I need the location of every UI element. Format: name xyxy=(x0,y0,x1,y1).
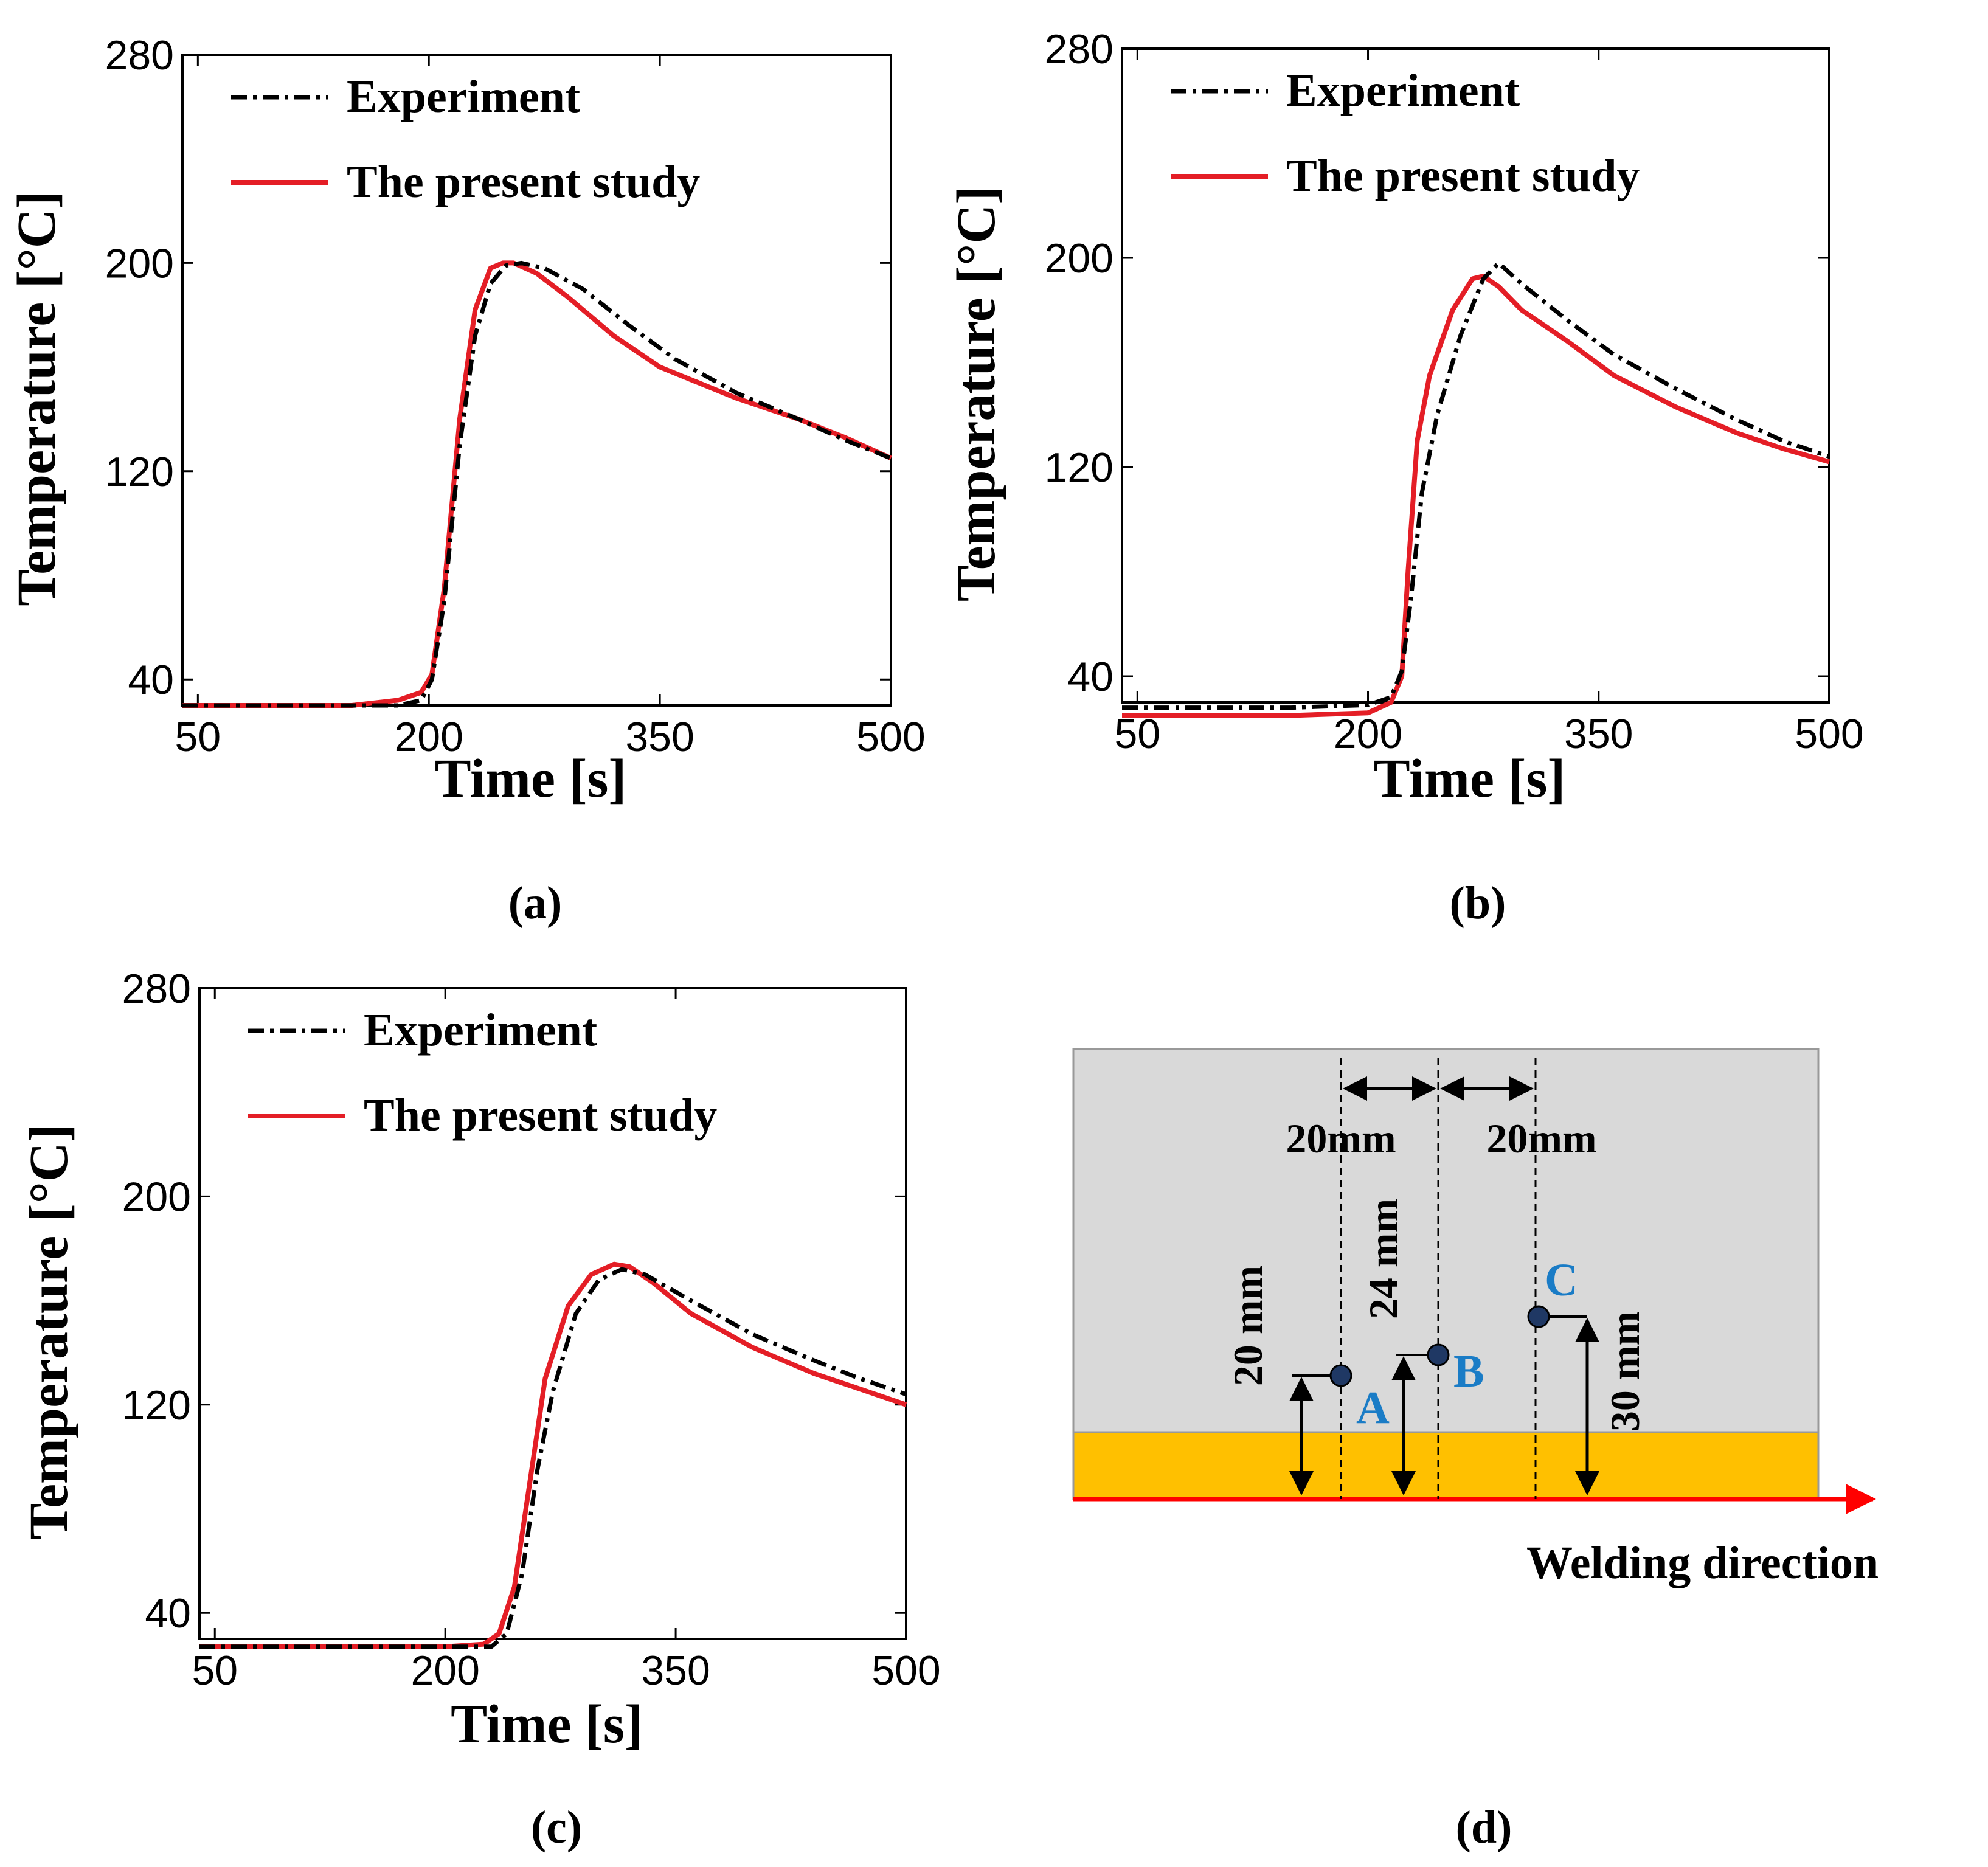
x-tick-label: 200 xyxy=(1334,711,1402,757)
plot-frame xyxy=(181,54,892,707)
y-axis-label: Temperature [°C] xyxy=(946,186,1006,601)
schematic-diagram: Welding direction 20mm 20mm 20 mm A 24 m… xyxy=(1072,1048,1879,1588)
legend-entry: Experiment xyxy=(347,71,580,122)
y-tick-label: 40 xyxy=(145,1590,191,1637)
x-tick-label: 50 xyxy=(192,1647,238,1694)
x-tick-label: 50 xyxy=(1114,711,1160,757)
base-plate xyxy=(1072,1048,1820,1433)
caption-c: (c) xyxy=(531,1802,582,1853)
x-tick-label: 200 xyxy=(410,1647,479,1694)
spacing-label-ab: 20mm xyxy=(1286,1115,1396,1162)
point-c-marker xyxy=(1527,1305,1550,1328)
y-tick-label: 40 xyxy=(1067,654,1113,700)
legend-entry: Experiment xyxy=(1286,65,1520,116)
height-label-b: 24 mm xyxy=(1360,1199,1407,1319)
y-axis-label: Temperature [°C] xyxy=(7,190,67,606)
y-tick-label: 280 xyxy=(122,966,191,1012)
y-tick-label: 200 xyxy=(105,240,174,286)
x-axis-label: Time [s] xyxy=(435,749,627,809)
point-b-marker xyxy=(1427,1343,1450,1366)
plot-frame xyxy=(1121,47,1830,704)
caption-d: (d) xyxy=(1456,1802,1512,1853)
x-tick-label: 200 xyxy=(394,714,463,760)
caption-a: (a) xyxy=(508,878,563,929)
x-axis-label: Time [s] xyxy=(1374,749,1566,809)
caption-b: (b) xyxy=(1450,878,1506,929)
y-tick-label: 120 xyxy=(1045,445,1113,491)
series-line-experiment xyxy=(199,1267,907,1649)
chart-panel-b: 50 200 350 500 40 120 200 280 Time [s] Temperatur… xyxy=(946,26,1864,809)
y-tick-label: 200 xyxy=(1045,235,1113,282)
series-line-experiment xyxy=(182,260,892,708)
weld-bead xyxy=(1072,1431,1820,1500)
y-tick-label: 280 xyxy=(1045,26,1113,72)
series-line-present-study xyxy=(182,260,892,708)
spacing-label-bc: 20mm xyxy=(1486,1115,1596,1162)
y-tick-label: 200 xyxy=(122,1174,191,1220)
point-c-label: C xyxy=(1545,1255,1578,1306)
chart-panel-c: 50 200 350 500 40 120 200 280 Time [s] Temperatur… xyxy=(19,966,941,1754)
x-tick-label: 500 xyxy=(871,1647,940,1694)
legend-entry: The present study xyxy=(347,156,700,207)
plot-frame xyxy=(198,987,907,1640)
height-label-c: 30 mm xyxy=(1602,1311,1648,1432)
x-tick-label: 350 xyxy=(1564,711,1633,757)
legend-entry: The present study xyxy=(1286,150,1640,201)
height-label-a: 20 mm xyxy=(1225,1266,1271,1386)
point-a-marker xyxy=(1329,1364,1352,1387)
chart-panel-a: 50 200 350 500 40 120 200 280 Time [s] Temperatur… xyxy=(7,32,926,809)
x-tick-label: 500 xyxy=(856,714,925,760)
y-tick-label: 40 xyxy=(128,657,174,703)
series-line-experiment xyxy=(1122,261,1830,710)
series-line-present-study xyxy=(1122,274,1830,718)
y-tick-label: 280 xyxy=(105,32,174,78)
point-b-label: B xyxy=(1453,1346,1484,1397)
x-tick-label: 350 xyxy=(625,714,694,760)
point-a-label: A xyxy=(1356,1382,1390,1433)
x-axis-label: Time [s] xyxy=(451,1694,643,1754)
y-tick-label: 120 xyxy=(122,1382,191,1429)
x-tick-label: 50 xyxy=(175,714,221,760)
x-tick-label: 350 xyxy=(641,1647,710,1694)
legend-entry: The present study xyxy=(364,1090,717,1141)
x-tick-label: 500 xyxy=(1795,711,1863,757)
legend-entry: Experiment xyxy=(364,1005,597,1056)
series-line-present-study xyxy=(199,1261,907,1649)
y-tick-label: 120 xyxy=(105,449,174,495)
welding-direction-label: Welding direction xyxy=(1526,1537,1879,1588)
y-axis-label: Temperature [°C] xyxy=(19,1124,79,1539)
